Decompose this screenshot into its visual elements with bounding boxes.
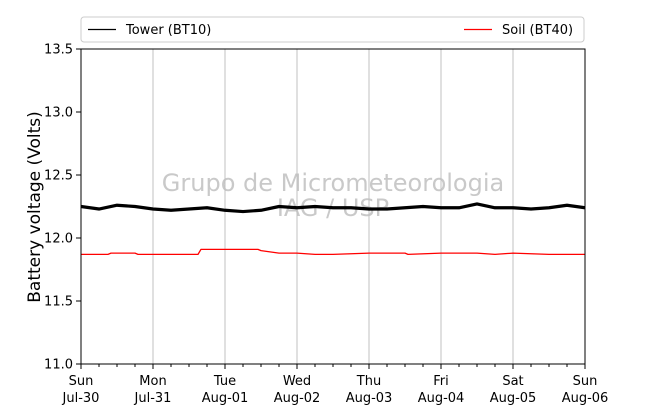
y-tick-label: 12.0 [44, 232, 73, 247]
x-tick-day: Wed [283, 374, 311, 389]
series-lines [80, 202, 586, 256]
legend-frame [80, 16, 585, 43]
x-tick-day: Thu [356, 374, 381, 389]
legend-label-soil: Soil (BT40) [502, 23, 573, 38]
x-tick-date: Aug-06 [562, 391, 609, 406]
x-tick-date: Aug-05 [490, 391, 537, 406]
x-tick-day: Mon [139, 374, 166, 389]
x-tick-day: Sun [573, 374, 598, 389]
x-tick-date: Aug-02 [274, 391, 321, 406]
x-tick-date: Aug-04 [418, 391, 465, 406]
watermark-line-1: Grupo de Micrometeorologia [162, 169, 504, 197]
legend-label-tower: Tower (BT10) [125, 23, 211, 38]
x-tick-date: Jul-31 [134, 391, 172, 406]
series-line-soil [81, 248, 585, 256]
x-tick-day: Sat [502, 374, 523, 389]
x-tick-date: Aug-03 [346, 391, 393, 406]
x-tick-day: Tue [213, 374, 236, 389]
y-tick-label: 12.5 [44, 169, 73, 184]
x-tick-date: Jul-30 [62, 391, 100, 406]
y-tick-label: 13.0 [44, 106, 73, 121]
y-axis: 11.0 11.5 12.0 12.5 13.0 13.5 [44, 43, 81, 373]
x-tick-day: Sun [69, 374, 94, 389]
x-tick-day: Fri [433, 374, 449, 389]
legend: Tower (BT10) Soil (BT40) [80, 16, 585, 43]
x-axis: Sun Jul-30 Mon Jul-31 Tue Aug-01 Wed Aug-02 Thu A… [62, 364, 609, 406]
series-line-tower [80, 202, 586, 214]
x-tick-date: Aug-01 [202, 391, 249, 406]
y-tick-label: 13.5 [44, 43, 73, 58]
y-axis-title: Battery voltage (Volts) [25, 111, 45, 302]
y-tick-label: 11.5 [44, 295, 73, 310]
watermark: Grupo de Micrometeorologia IAG / USP [162, 169, 504, 222]
y-tick-label: 11.0 [44, 358, 73, 373]
